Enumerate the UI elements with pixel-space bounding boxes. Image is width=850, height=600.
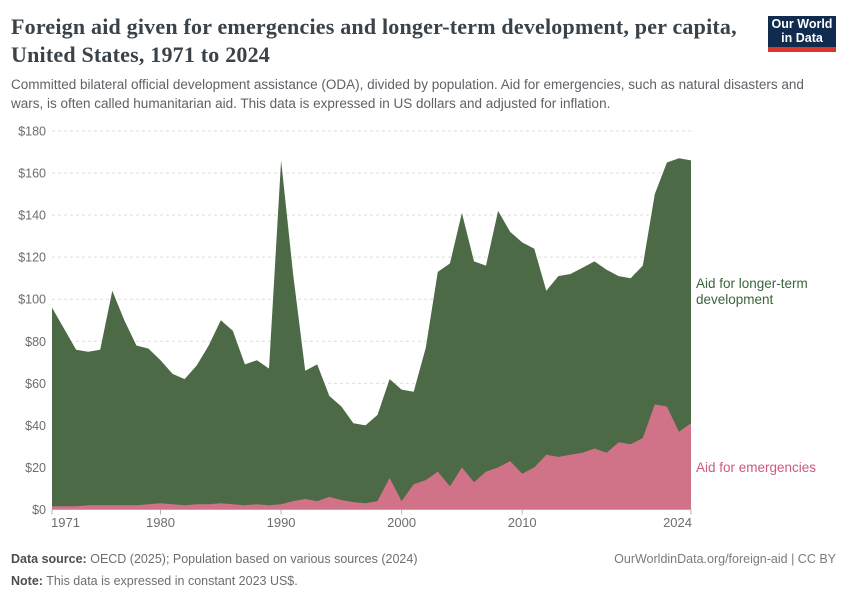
svg-text:2024: 2024 <box>663 515 692 530</box>
svg-text:1980: 1980 <box>146 515 175 530</box>
svg-text:$80: $80 <box>25 335 46 349</box>
note-label: Note: <box>11 574 43 588</box>
data-source-line: Data source: OECD (2025); Population bas… <box>11 548 417 570</box>
note-line: Note: This data is expressed in constant… <box>11 570 836 592</box>
svg-text:$0: $0 <box>32 503 46 517</box>
svg-text:$40: $40 <box>25 419 46 433</box>
svg-text:$100: $100 <box>18 293 46 307</box>
svg-text:1971: 1971 <box>51 515 80 530</box>
series-label-emergencies: Aid for emergencies <box>696 460 817 475</box>
owid-logo[interactable]: Our World in Data <box>768 16 836 52</box>
svg-text:2010: 2010 <box>508 515 537 530</box>
page-title: Foreign aid given for emergencies and lo… <box>11 14 737 67</box>
data-source-label: Data source: <box>11 552 87 566</box>
svg-text:$160: $160 <box>18 167 46 181</box>
svg-text:$140: $140 <box>18 209 46 223</box>
series-label-longer-term-development: Aid for longer-term development <box>696 276 808 307</box>
svg-text:1990: 1990 <box>267 515 296 530</box>
page-subtitle: Committed bilateral official development… <box>11 77 804 111</box>
note-text: This data is expressed in constant 2023 … <box>46 574 298 588</box>
owid-logo-line2: in Data <box>781 30 823 45</box>
svg-text:$20: $20 <box>25 461 46 475</box>
svg-text:$60: $60 <box>25 377 46 391</box>
owid-logo-line1: Our World <box>771 17 833 31</box>
data-source-text: OECD (2025); Population based on various… <box>90 552 418 566</box>
svg-text:2000: 2000 <box>387 515 416 530</box>
svg-text:$180: $180 <box>18 125 46 139</box>
chart-footer: Data source: OECD (2025); Population bas… <box>11 548 836 592</box>
owid-url-link[interactable]: OurWorldinData.org/foreign-aid | CC BY <box>614 552 836 566</box>
svg-text:$120: $120 <box>18 251 46 265</box>
